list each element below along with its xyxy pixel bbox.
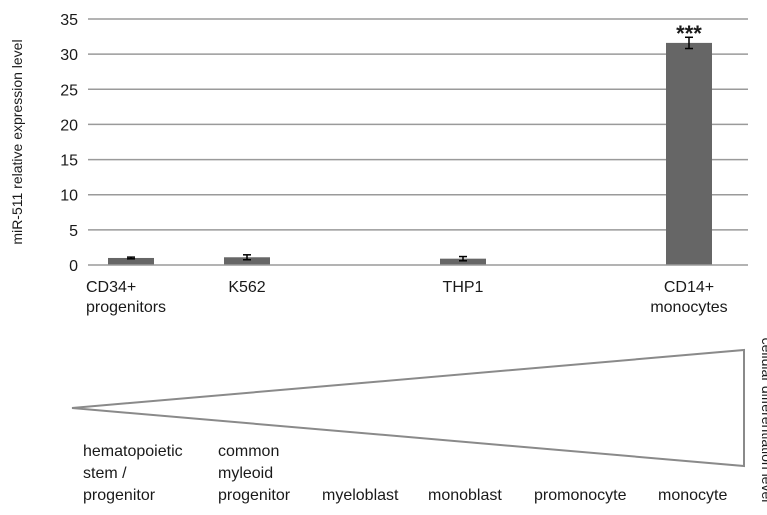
y-tick-label: 20 — [60, 117, 78, 134]
stage-label: promonocyte — [534, 487, 627, 504]
stage-label: myeloblast — [322, 487, 399, 504]
y-tick-label: 10 — [60, 188, 78, 205]
y-tick-label: 35 — [60, 12, 78, 29]
y-tick-label: 15 — [60, 153, 78, 170]
stage-label: progenitor — [218, 487, 291, 504]
bar — [440, 258, 486, 265]
bar — [224, 257, 270, 265]
stage-label: monocyte — [658, 487, 727, 504]
category-label: THP1 — [443, 279, 484, 296]
differentiation-diagram: cellular differentiation level hematopoie… — [71, 338, 767, 504]
y-tick-label: 5 — [69, 223, 78, 240]
y-tick-label: 25 — [60, 82, 78, 99]
bar — [108, 257, 154, 265]
significance-label: *** — [676, 21, 702, 46]
stage-label: progenitor — [83, 487, 156, 504]
stage-label: common — [218, 443, 279, 460]
stage-label: hematopoietic — [83, 443, 183, 460]
differentiation-axis-label: cellular differentiation level — [759, 338, 767, 503]
category-label: CD14+ — [664, 279, 714, 296]
y-axis-label: miR-511 relative expression level — [9, 39, 25, 244]
stage-label: myleoid — [218, 465, 273, 482]
category-label: CD34+ — [86, 279, 136, 296]
category-label: progenitors — [86, 299, 166, 316]
stage-label: stem / — [83, 465, 127, 482]
y-tick-label: 0 — [69, 258, 78, 275]
bar-chart: 0 5 10 15 20 25 30 35 miR-511 relative expressio… — [9, 12, 748, 316]
stage-label: monoblast — [428, 487, 502, 504]
category-label: monocytes — [650, 299, 727, 316]
bar — [666, 42, 712, 266]
y-tick-label: 30 — [60, 47, 78, 64]
category-label: K562 — [228, 279, 265, 296]
differentiation-wedge — [71, 348, 745, 468]
